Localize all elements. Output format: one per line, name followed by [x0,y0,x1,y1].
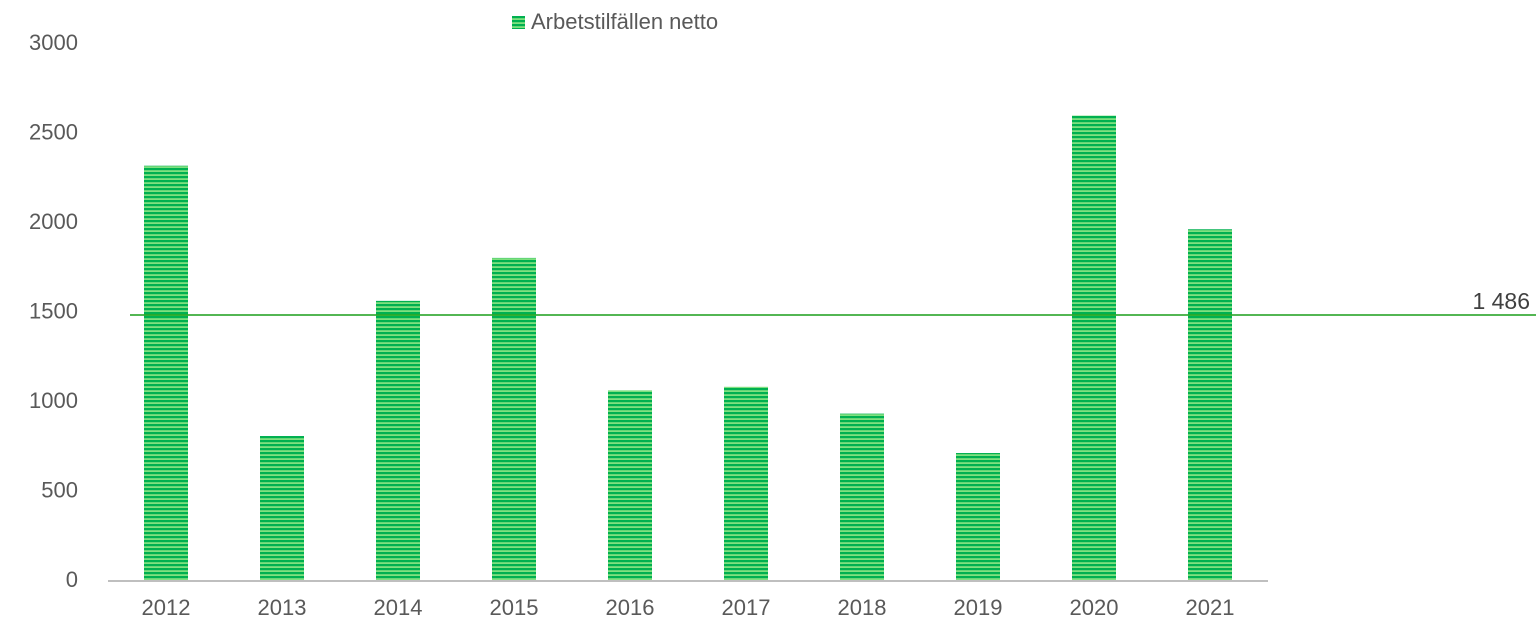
bar [144,165,188,581]
y-tick-label: 1000 [29,388,78,413]
x-tick-label: 2020 [1070,595,1119,620]
y-tick-label: 0 [66,567,78,592]
y-tick-label: 1500 [29,298,78,323]
legend-label: Arbetstilfällen netto [531,9,718,34]
reference-label: 1 486 [1472,288,1530,314]
x-tick-label: 2014 [374,595,423,620]
x-tick-label: 2017 [722,595,771,620]
y-tick-label: 2500 [29,119,78,144]
x-tick-label: 2015 [490,595,539,620]
bar [376,300,420,581]
bar [840,413,884,581]
legend-marker [512,16,525,29]
x-tick-label: 2016 [606,595,655,620]
bar [1072,115,1116,581]
bar [260,436,304,581]
x-tick-label: 2012 [142,595,191,620]
bar [724,386,768,581]
x-tick-label: 2013 [258,595,307,620]
bar [956,453,1000,581]
x-tick-label: 2021 [1186,595,1235,620]
y-tick-label: 3000 [29,30,78,55]
x-tick-label: 2018 [838,595,887,620]
bar [492,257,536,581]
y-tick-label: 500 [41,477,78,502]
bar [608,390,652,581]
bar [1188,229,1232,581]
x-tick-label: 2019 [954,595,1003,620]
y-tick-label: 2000 [29,209,78,234]
